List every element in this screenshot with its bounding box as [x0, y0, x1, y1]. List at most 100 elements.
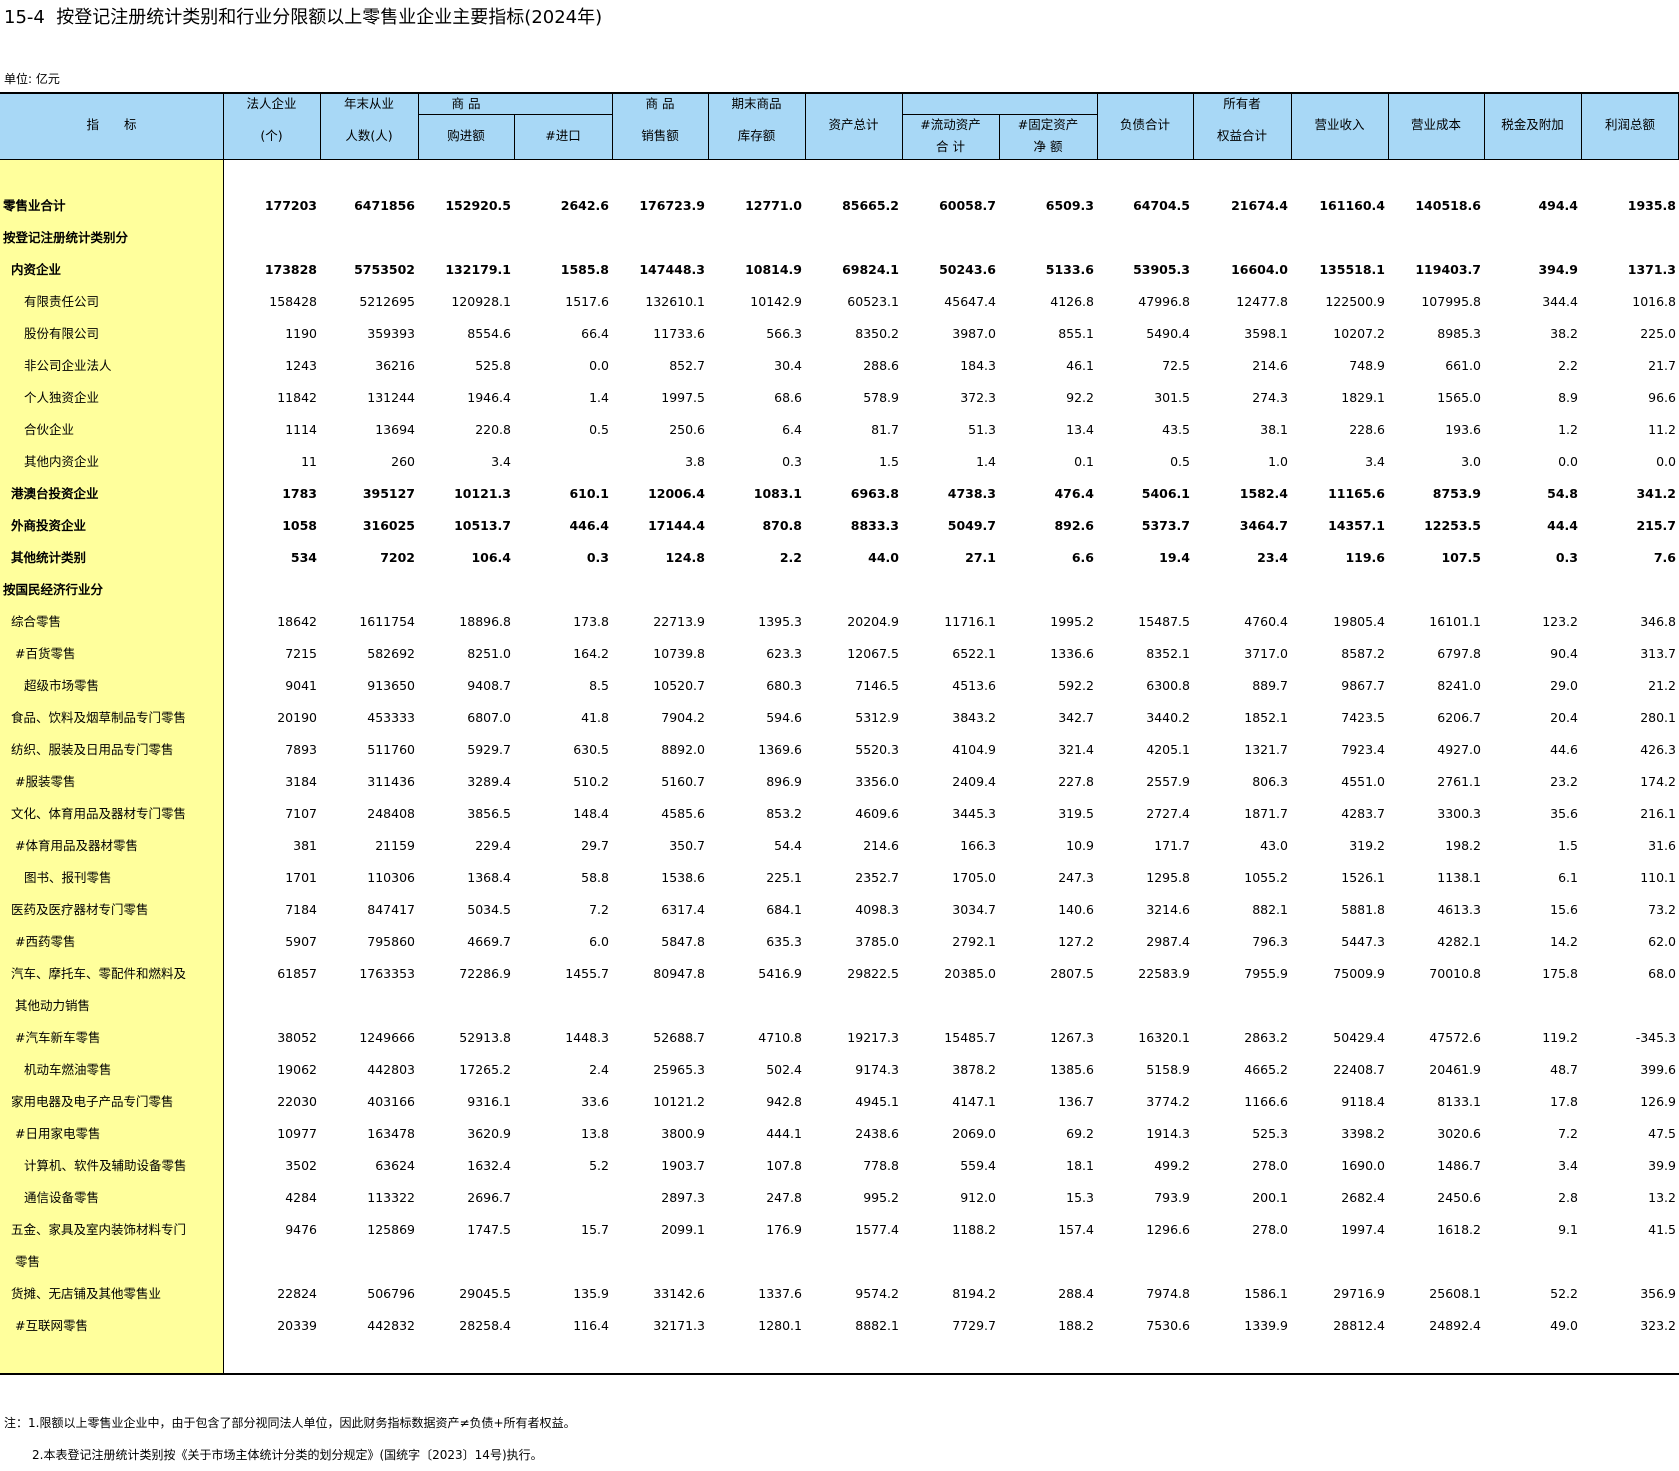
cell-value: 38052: [277, 1029, 317, 1045]
cell-value: 54.4: [774, 837, 802, 853]
cell-value: 6.1: [1558, 869, 1578, 885]
cell-value: 188.2: [1058, 1317, 1094, 1333]
column-header: 所有者: [1223, 96, 1261, 111]
title: 15-4 按登记注册统计类别和行业分限额以上零售业企业主要指标(2024年): [4, 7, 603, 28]
cell-value: 11: [301, 453, 317, 469]
cell-value: 163478: [367, 1125, 415, 1141]
row-label: 其他内资企业: [24, 453, 100, 469]
cell-value: 45647.4: [944, 293, 996, 309]
cell-value: 49.0: [1550, 1317, 1578, 1333]
cell-value: 855.1: [1058, 325, 1094, 341]
cell-value: 39.9: [1648, 1157, 1676, 1173]
cell-value: 18.1: [1066, 1157, 1094, 1173]
cell-value: 69.2: [1066, 1125, 1094, 1141]
cell-value: 136.7: [1058, 1093, 1094, 1109]
cell-value: 499.2: [1154, 1157, 1190, 1173]
row-label: #日用家电零售: [15, 1125, 101, 1141]
cell-value: 247.8: [766, 1189, 802, 1205]
cell-value: 1016.8: [1632, 293, 1676, 309]
cell-value: 113322: [367, 1189, 415, 1205]
column-header: 商 品: [451, 96, 481, 111]
cell-value: 64704.5: [1133, 197, 1190, 213]
cell-value: 110306: [367, 869, 415, 885]
cell-value: 164.2: [573, 645, 609, 661]
cell-value: 4738.3: [947, 485, 996, 501]
cell-value: 38.1: [1260, 421, 1288, 437]
note: 2.本表登记注册统计类别按《关于市场主体统计分类的划分规定》(国统字〔2023〕…: [32, 1448, 543, 1462]
cell-value: 4927.0: [1437, 741, 1481, 757]
cell-value: 7530.6: [1146, 1317, 1190, 1333]
cell-value: 795860: [367, 933, 415, 949]
cell-value: 29.0: [1550, 677, 1578, 693]
cell-value: 171.7: [1154, 837, 1190, 853]
cell-value: 107.5: [1441, 549, 1481, 565]
cell-value: 107.8: [766, 1157, 802, 1173]
cell-value: 147448.3: [639, 261, 705, 277]
cell-value: 610.1: [569, 485, 609, 501]
cell-value: 31.6: [1648, 837, 1676, 853]
cell-value: 4282.1: [1437, 933, 1481, 949]
row-label: 按登记注册统计类别分: [3, 229, 129, 245]
cell-value: 19.4: [1159, 549, 1190, 565]
cell-value: 4945.1: [855, 1093, 899, 1109]
cell-value: 19217.3: [847, 1029, 899, 1045]
cell-value: 12253.5: [1424, 517, 1481, 533]
cell-value: 995.2: [863, 1189, 899, 1205]
cell-value: 5881.8: [1341, 901, 1385, 917]
row-label: #汽车新车零售: [15, 1029, 101, 1045]
cell-value: 29045.5: [459, 1285, 511, 1301]
cell-value: 123.2: [1542, 613, 1578, 629]
cell-value: 12771.0: [745, 197, 802, 213]
cell-value: 13.2: [1648, 1189, 1676, 1205]
row-label: 个人独资企业: [24, 389, 100, 405]
cell-value: 20339: [277, 1317, 317, 1333]
row-label: 医药及医疗器材专门零售: [11, 901, 149, 917]
cell-value: 882.1: [1252, 901, 1288, 917]
row-label: 超级市场零售: [24, 677, 100, 693]
row-label: 非公司企业法人: [24, 357, 112, 373]
cell-value: 442803: [367, 1061, 415, 1077]
cell-value: 534: [290, 549, 317, 565]
cell-value: 122500.9: [1325, 293, 1385, 309]
cell-value: 278.0: [1252, 1221, 1288, 1237]
cell-value: 350.7: [669, 837, 705, 853]
cell-value: 16101.1: [1429, 613, 1481, 629]
cell-value: 1747.5: [467, 1221, 511, 1237]
cell-value: 8587.2: [1341, 645, 1385, 661]
row-label: 综合零售: [11, 613, 62, 629]
column-header: 库存额: [737, 128, 776, 143]
cell-value: 6317.4: [661, 901, 705, 917]
cell-value: 5034.5: [467, 901, 511, 917]
column-header: 指 标: [86, 117, 137, 132]
cell-value: 341.2: [1636, 485, 1676, 501]
cell-value: 1395.3: [758, 613, 802, 629]
cell-value: 889.7: [1252, 677, 1288, 693]
cell-value: 51.3: [968, 421, 996, 437]
cell-value: 3.4: [1365, 453, 1385, 469]
cell-value: 52.2: [1550, 1285, 1578, 1301]
cell-value: 110.1: [1640, 869, 1676, 885]
cell-value: 4613.3: [1437, 901, 1481, 917]
cell-value: 15.6: [1550, 901, 1578, 917]
cell-value: 5416.9: [758, 965, 802, 981]
row-label: #体育用品及器材零售: [15, 837, 138, 853]
cell-value: 7974.8: [1146, 1285, 1190, 1301]
cell-value: 4513.6: [952, 677, 996, 693]
cell-value: 72286.9: [459, 965, 511, 981]
cell-value: 4284: [285, 1189, 317, 1205]
cell-value: 2863.2: [1244, 1029, 1288, 1045]
cell-value: 70010.8: [1429, 965, 1481, 981]
cell-value: 5133.6: [1045, 261, 1094, 277]
row-label: #百货零售: [15, 645, 76, 661]
cell-value: 32171.3: [653, 1317, 705, 1333]
cell-value: 8882.1: [855, 1317, 899, 1333]
cell-value: 15485.7: [944, 1029, 996, 1045]
rule: [0, 159, 1679, 160]
cell-value: 274.3: [1252, 389, 1288, 405]
rule: [805, 92, 806, 159]
cell-value: 44.4: [1547, 517, 1578, 533]
cell-value: 10513.7: [454, 517, 511, 533]
cell-value: 15487.5: [1138, 613, 1190, 629]
cell-value: 152920.5: [445, 197, 511, 213]
cell-value: 119403.7: [1415, 261, 1481, 277]
